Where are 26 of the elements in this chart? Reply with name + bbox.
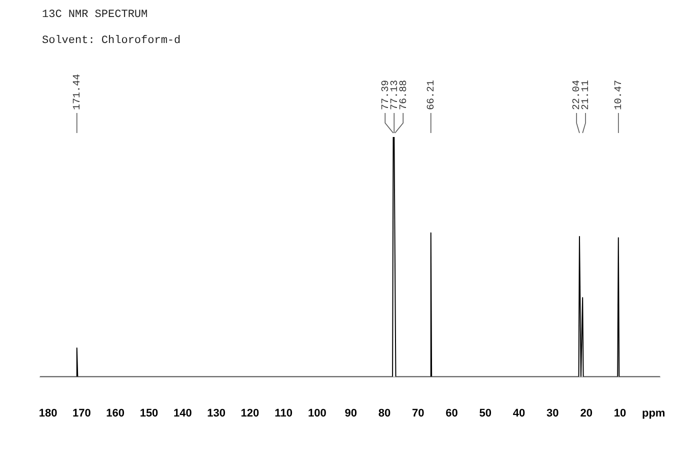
annotation: 66.21 (426, 80, 438, 110)
x-tick-label: 100 (308, 407, 326, 420)
x-tick-label: 70 (412, 407, 424, 420)
annotation: 10.47 (614, 80, 626, 110)
x-tick-label: 10 (614, 407, 626, 420)
x-tick-label: 150 (140, 407, 158, 420)
x-tick-label: 160 (106, 407, 125, 420)
annotation: 171.44 (72, 74, 84, 110)
x-tick-label: ppm (642, 407, 666, 420)
x-tick-label: 140 (173, 407, 192, 420)
x-tick-label: 50 (479, 407, 492, 420)
x-tick-label: 30 (546, 407, 559, 420)
annotation: 21.11 (581, 80, 592, 110)
annotation: 76.88 (398, 80, 410, 110)
x-tick-label: 80 (378, 407, 391, 420)
x-tick-label: 40 (512, 407, 526, 420)
x-tick-label: 110 (274, 407, 292, 420)
chart-subtitle: Solvent: Chloroform-d (42, 35, 181, 47)
x-tick-label: 90 (344, 407, 357, 420)
x-tick-label: 130 (207, 407, 226, 420)
x-tick-label: 20 (580, 407, 592, 420)
chart-title: 13C NMR SPECTRUM (42, 9, 148, 21)
x-tick-label: 170 (72, 407, 91, 420)
x-tick-label: 60 (446, 407, 458, 420)
x-tick-label: 120 (240, 407, 260, 420)
x-tick-label: 180 (38, 407, 58, 420)
